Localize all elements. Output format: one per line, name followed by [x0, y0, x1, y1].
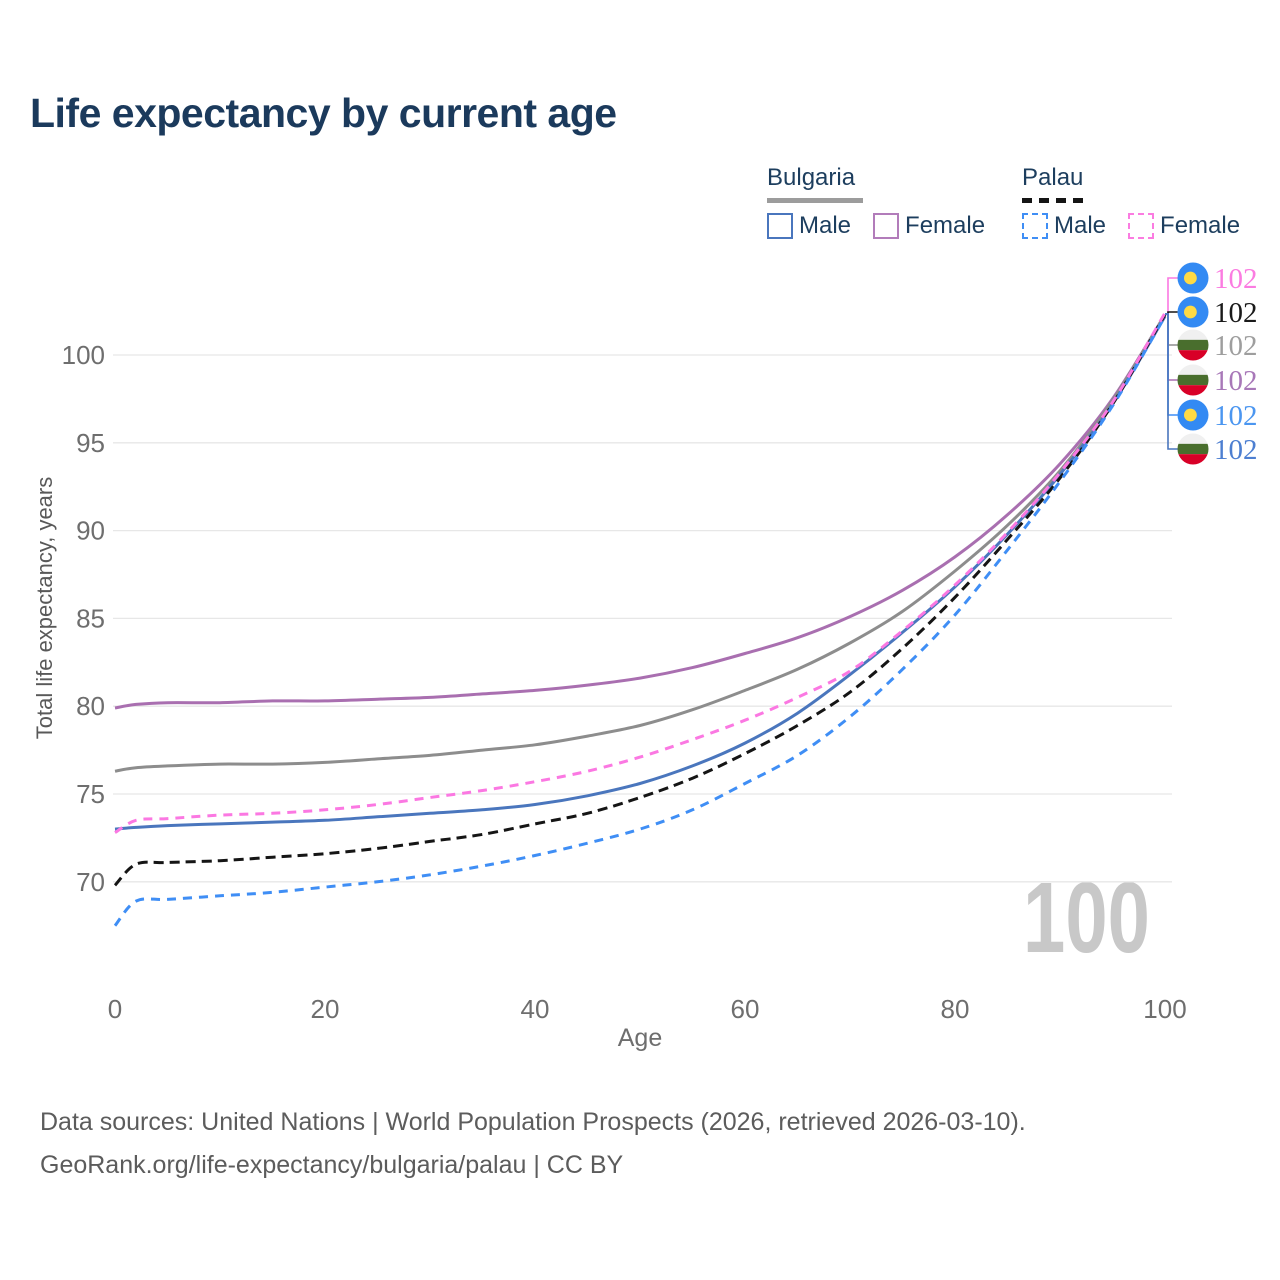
end-label-connector: [1165, 313, 1178, 346]
end-value-label-palau_male: 102: [1214, 400, 1258, 432]
legend-item-bulgaria-female: Female: [873, 211, 986, 239]
x-tick-label: 40: [521, 994, 550, 1024]
flag-palau-icon: [1177, 296, 1209, 328]
legend-group-bulgaria: Bulgaria Male Female: [767, 164, 985, 239]
flag-bulgaria-icon: [1177, 433, 1209, 465]
x-tick-label: 100: [1143, 994, 1186, 1024]
x-tick-label: 80: [941, 994, 970, 1024]
end-value-label-palau_female: 102: [1214, 263, 1258, 295]
flag-bulgaria-icon: [1177, 329, 1209, 361]
legend-swatch-bulgaria-female: [873, 212, 900, 239]
footer-data-sources: Data sources: United Nations | World Pop…: [40, 1108, 1026, 1136]
end-value-label-bulgaria_male: 102: [1214, 434, 1258, 466]
page-title: Life expectancy by current age: [30, 90, 617, 136]
end-label-connector: [1165, 313, 1178, 381]
end-label-connector: [1165, 313, 1178, 416]
end-label-connector: [1165, 313, 1178, 450]
legend-label: Female: [905, 211, 986, 239]
legend-swatch-palau-female: [1128, 212, 1155, 239]
series-line-palau_all: [113, 313, 1167, 887]
y-tick-label: 80: [76, 691, 105, 721]
end-value-label-bulgaria_female: 102: [1214, 365, 1258, 397]
series-line-palau_male: [113, 315, 1167, 927]
flag-palau-icon: [1177, 262, 1209, 294]
y-tick-label: 90: [76, 516, 105, 546]
legend-item-palau-female: Female: [1128, 211, 1241, 239]
legend-label: Male: [799, 211, 852, 239]
legend-country-palau: Palau: [1022, 164, 1084, 191]
legend-swatch-bulgaria-male: [767, 212, 793, 239]
x-axis-title: Age: [618, 1024, 662, 1052]
series-line-palau_female: [114, 312, 1167, 834]
y-tick-label: 70: [76, 867, 105, 897]
legend-label: Male: [1054, 211, 1107, 239]
y-tick-label: 85: [76, 603, 105, 633]
y-tick-label: 75: [76, 779, 105, 809]
x-tick-label: 60: [731, 994, 760, 1024]
series-line-bulgaria_all: [114, 313, 1167, 773]
legend-swatch-palau-male: [1022, 212, 1048, 239]
legend-group-palau: Palau Male Female: [1022, 164, 1240, 239]
y-tick-label: 100: [62, 340, 105, 370]
series-line-bulgaria_male: [114, 315, 1167, 831]
legend-underline-palau: [1022, 198, 1085, 203]
end-value-label-palau_all: 102: [1214, 297, 1258, 329]
x-tick-label: 0: [108, 994, 122, 1024]
legend-item-palau-male: Male: [1022, 211, 1107, 239]
end-label-connector: [1165, 277, 1178, 315]
legend-country-bulgaria: Bulgaria: [767, 164, 856, 191]
series-line-bulgaria_female: [114, 313, 1167, 710]
footer-attribution: GeoRank.org/life-expectancy/bulgaria/pal…: [40, 1151, 624, 1179]
flag-palau-icon: [1177, 399, 1209, 431]
legend-item-bulgaria-male: Male: [767, 211, 852, 239]
flag-bulgaria-icon: [1177, 364, 1209, 396]
y-tick-label: 95: [76, 428, 105, 458]
legend-underline-bulgaria: [767, 198, 863, 203]
x-tick-label: 20: [311, 994, 340, 1024]
end-value-label-bulgaria_all: 102: [1214, 330, 1258, 362]
legend-label: Female: [1160, 211, 1241, 239]
age-counter-watermark: 100: [1023, 862, 1150, 974]
